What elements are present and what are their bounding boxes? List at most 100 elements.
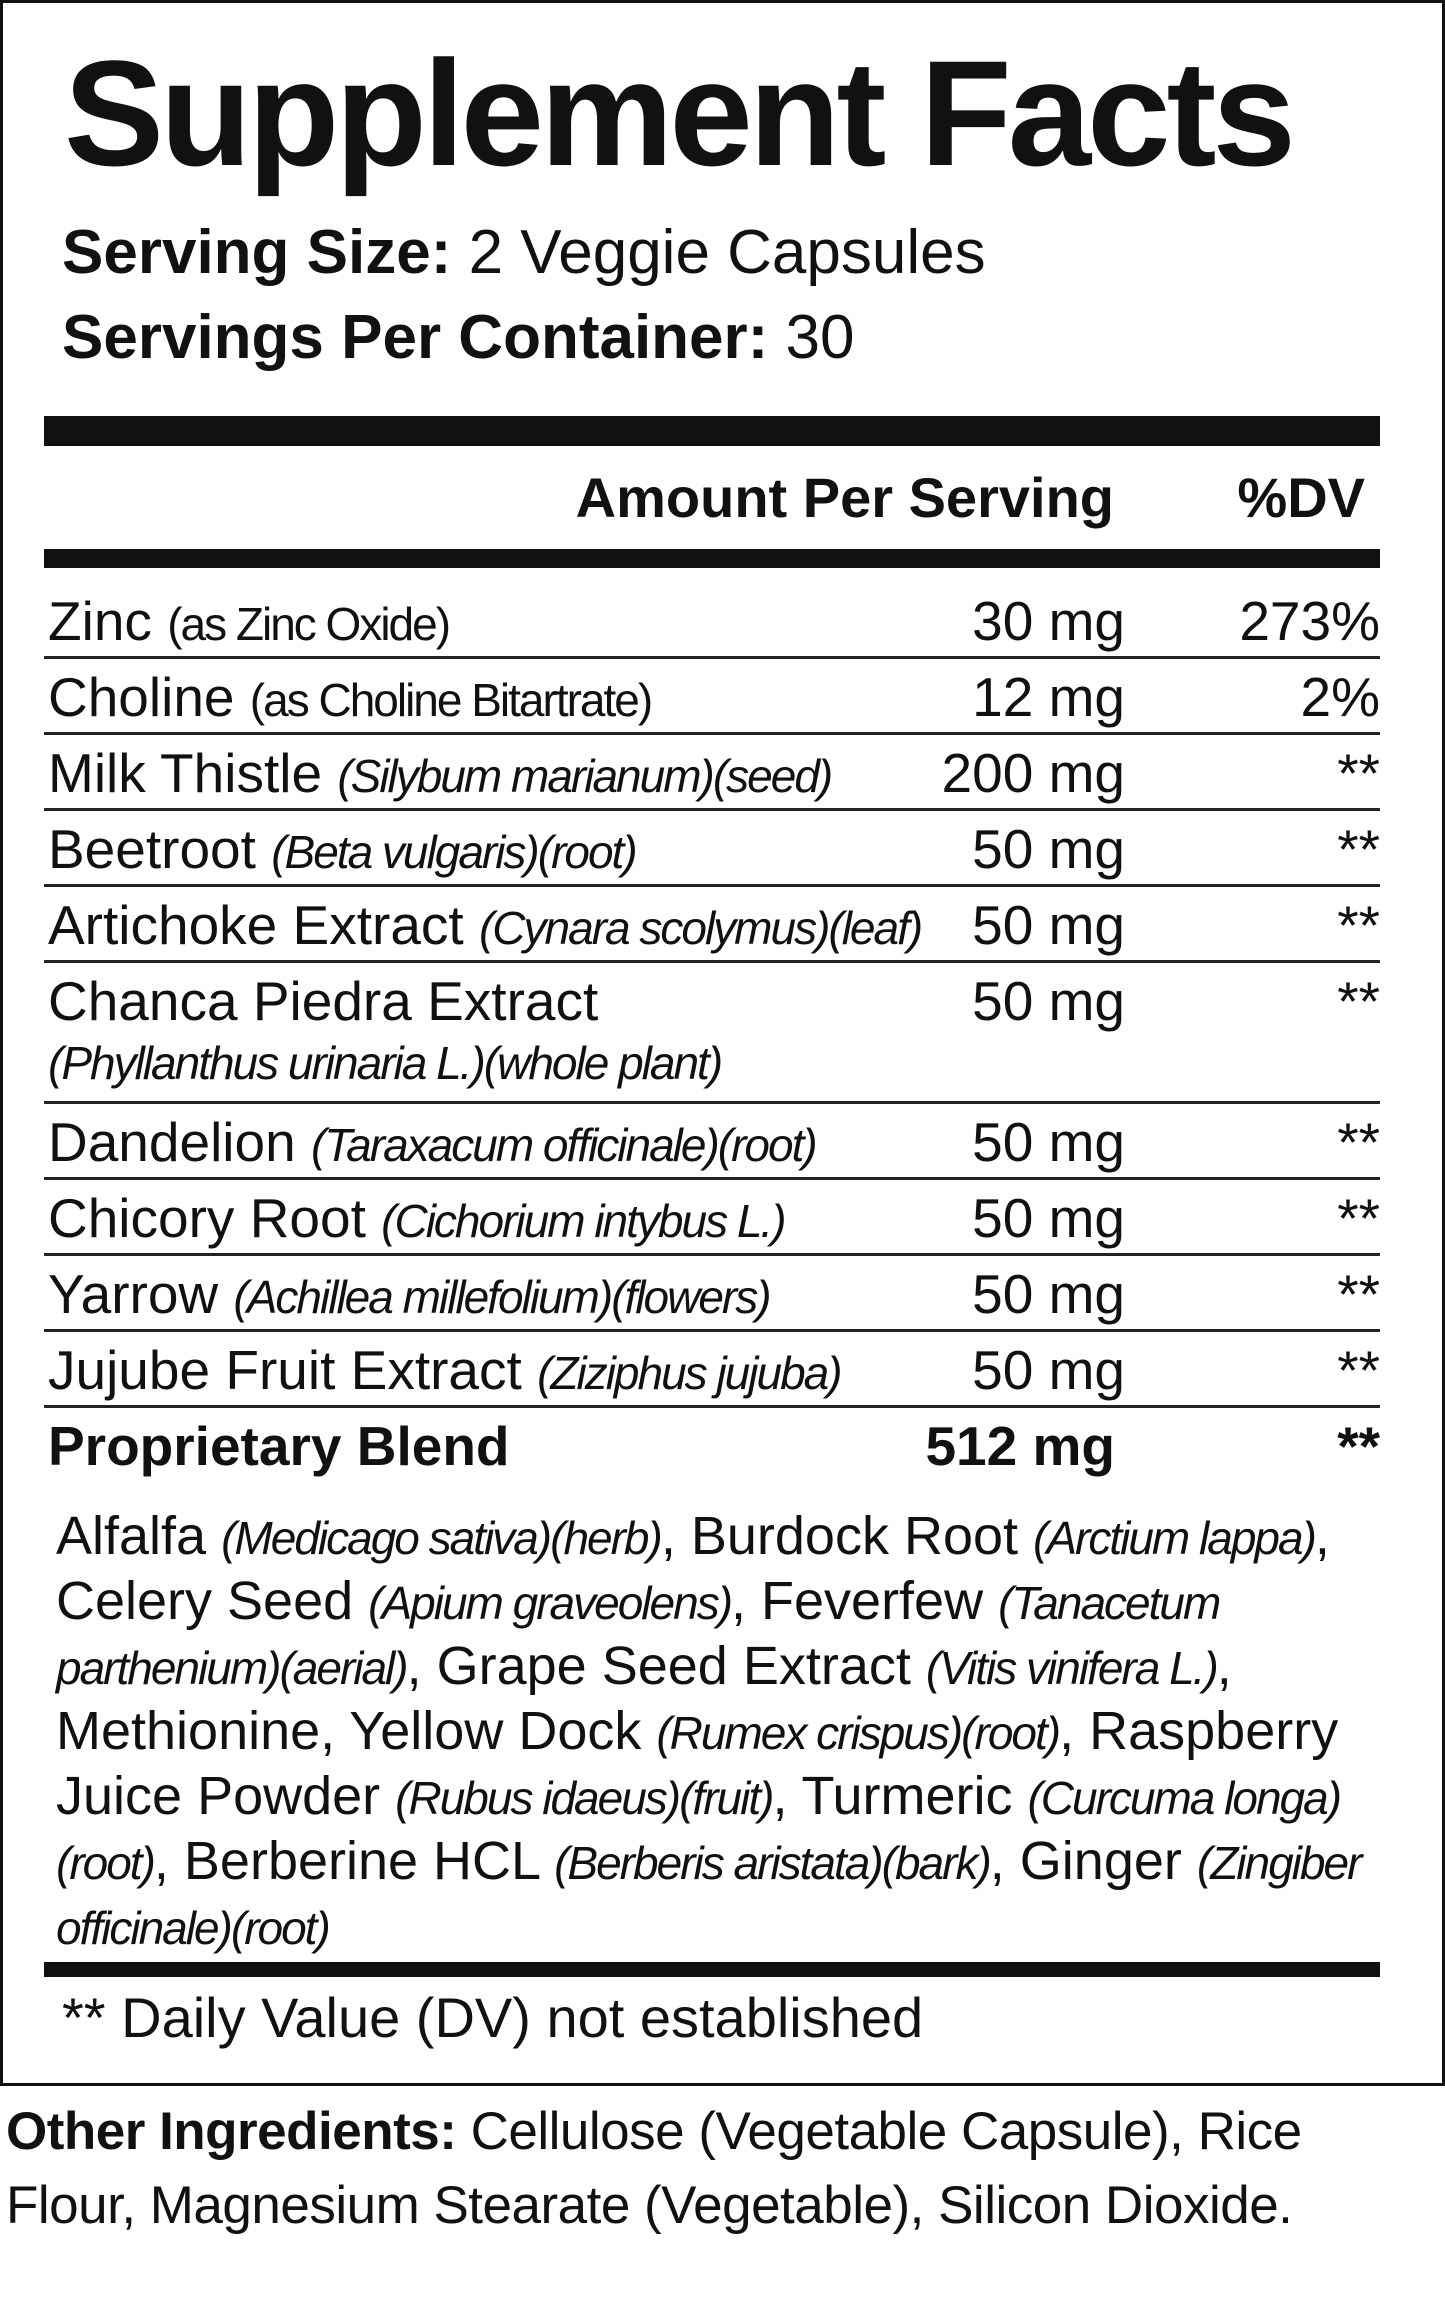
ingredient: Artichoke Extract (Cynara scolymus)(leaf… xyxy=(48,898,923,954)
ingredient-source: (Vitis vinifera L.) xyxy=(925,1642,1219,1694)
medium-rule xyxy=(44,549,1380,568)
ingredient-name: Yarrow xyxy=(48,1262,219,1325)
ingredient-name: Artichoke Extract xyxy=(48,894,464,956)
ingredient-name: Chanca Piedra Extract xyxy=(48,970,599,1032)
ingredient: Chanca Piedra Extract xyxy=(48,974,598,1029)
amount: 50 mg xyxy=(972,894,1125,956)
ingredient: Jujube Fruit Extract (Ziziphus jujuba) xyxy=(48,1342,843,1399)
ingredient-row: Zinc (as Zinc Oxide) 30 mg 273% xyxy=(44,580,1380,659)
ingredient-row: Choline (as Choline Bitartrate) 12 mg 2% xyxy=(44,656,1380,735)
ingredient-name: Beetroot xyxy=(48,818,256,880)
ingredient-source: (Medicago sativa)(herb) xyxy=(221,1512,663,1564)
ingredient-name: , Raspberry Juice Powder xyxy=(56,1701,1339,1826)
ingredient: Chicory Root (Cichorium intybus L.) xyxy=(48,1190,787,1247)
amount: 50 mg xyxy=(972,818,1125,880)
ingredient-name: , Berberine HCL xyxy=(153,1831,555,1891)
footnote: ** Daily Value (DV) not established xyxy=(62,1986,924,2049)
ingredient-source: (Rubus idaeus)(fruit) xyxy=(395,1772,774,1824)
ingredient-name: , Grape Seed Extract xyxy=(406,1636,926,1696)
serving-size-label: Serving Size: xyxy=(62,218,452,287)
daily-value: ** xyxy=(1337,818,1380,880)
amount: 50 mg xyxy=(972,1262,1125,1325)
other-label: Other Ingredients: xyxy=(6,2102,457,2161)
servings-label: Servings Per Container: xyxy=(62,303,769,372)
ingredient-source: (Rumex crispus)(root) xyxy=(656,1707,1061,1759)
thick-rule xyxy=(44,416,1380,446)
amount: 50 mg xyxy=(972,1338,1125,1401)
other-ingredients: Other Ingredients: Cellulose (Vegetable … xyxy=(6,2095,1442,2243)
dv-header: %DV xyxy=(1237,466,1365,529)
amount: 50 mg xyxy=(972,1110,1125,1173)
ingredient-source: (Arctium lappa) xyxy=(1033,1512,1317,1564)
ingredient-source: (as Choline Bitartrate) xyxy=(249,674,653,726)
servings-value: 30 xyxy=(785,303,855,372)
ingredient-source: (Berberis aristata)(bark) xyxy=(554,1837,992,1889)
ingredient-source: (Zingiber officinale)(root) xyxy=(56,1837,1362,1954)
blend-amount: 512 mg xyxy=(925,1414,1115,1477)
ingredient-source: (Apium graveolens) xyxy=(368,1577,733,1629)
ingredient-name: , Turmeric xyxy=(772,1766,1028,1826)
title: Supplement Facts xyxy=(64,29,1296,197)
blend-name: Proprietary Blend xyxy=(48,1414,510,1477)
daily-value: ** xyxy=(1337,1338,1380,1401)
label-border xyxy=(0,0,1445,2086)
daily-value: ** xyxy=(1337,1262,1380,1325)
ingredient-source: (Ziziphus jujuba) xyxy=(537,1346,842,1399)
ingredient-source: (Cichorium intybus L.) xyxy=(381,1194,786,1247)
ingredient-name: Jujube Fruit Extract xyxy=(48,1338,522,1401)
ingredient-name: , Celery Seed xyxy=(56,1506,1330,1631)
amount: 12 mg xyxy=(972,666,1125,728)
ingredient-row: Artichoke Extract (Cynara scolymus)(leaf… xyxy=(44,884,1380,963)
serving-size-value: 2 Veggie Capsules xyxy=(468,218,986,287)
ingredient-source: (Achillea millefolium)(flowers) xyxy=(233,1270,771,1323)
ingredient-name: , Burdock Root xyxy=(660,1506,1034,1566)
blend-row: Proprietary Blend 512 mg ** xyxy=(44,1405,1380,1481)
ingredient-name: Milk Thistle xyxy=(48,742,323,804)
amount: 200 mg xyxy=(941,742,1125,804)
servings-per-container: Servings Per Container: 30 xyxy=(62,307,855,369)
ingredient-row: Chanca Piedra Extract (Phyllanthus urina… xyxy=(44,960,1380,1104)
ingredient-source: (Cynara scolymus)(leaf) xyxy=(478,902,923,954)
ingredient-source: (as Zinc Oxide) xyxy=(167,598,451,650)
ingredient-row: Chicory Root (Cichorium intybus L.) 50 mg… xyxy=(44,1177,1380,1256)
daily-value: ** xyxy=(1337,970,1380,1032)
ingredient-row: Beetroot (Beta vulgaris)(root) 50 mg ** xyxy=(44,808,1380,887)
ingredient-source: (Tanacetum parthenium)(aerial) xyxy=(56,1577,1221,1694)
ingredient: Zinc (as Zinc Oxide) xyxy=(48,594,451,650)
ingredient-row: Yarrow (Achillea millefolium)(flowers) 50… xyxy=(44,1253,1380,1332)
serving-size: Serving Size: 2 Veggie Capsules xyxy=(62,222,986,284)
ingredient-source: (Phyllanthus urinaria L.)(whole plant) xyxy=(48,1037,723,1089)
daily-value: ** xyxy=(1337,894,1380,956)
amount: 50 mg xyxy=(972,1186,1125,1249)
other-text: Cellulose (Vegetable Capsule), Rice Flou… xyxy=(6,2102,1302,2235)
amount: 30 mg xyxy=(972,590,1125,652)
daily-value: ** xyxy=(1337,1110,1380,1173)
daily-value: ** xyxy=(1337,742,1380,804)
ingredient: Yarrow (Achillea millefolium)(flowers) xyxy=(48,1266,772,1323)
daily-value: 273% xyxy=(1239,590,1380,652)
daily-value: ** xyxy=(1337,1186,1380,1249)
ingredient-name: , Methionine, Yellow Dock xyxy=(56,1636,1232,1761)
amount: 50 mg xyxy=(972,970,1125,1032)
ingredient: Beetroot (Beta vulgaris)(root) xyxy=(48,822,638,878)
daily-value: 2% xyxy=(1300,666,1381,728)
blend-ingredients: Alfalfa (Medicago sativa)(herb), Burdock… xyxy=(56,1505,1366,1960)
ingredient-source: (Silybum marianum)(seed) xyxy=(337,750,833,802)
ingredient-name: , Feverfew xyxy=(731,1571,999,1631)
ingredient-source: (Taraxacum officinale)(root) xyxy=(310,1118,818,1171)
amount-header: Amount Per Serving xyxy=(575,466,1114,529)
ingredient: Dandelion (Taraxacum officinale)(root) xyxy=(48,1114,818,1171)
blend-dv: ** xyxy=(1337,1414,1380,1477)
ingredient-name: Alfalfa xyxy=(56,1506,222,1566)
ingredient-name: , Ginger xyxy=(989,1831,1197,1891)
ingredient-name: Chicory Root xyxy=(48,1186,366,1249)
ingredient-row: Dandelion (Taraxacum officinale)(root) 50… xyxy=(44,1101,1380,1180)
ingredient-name: Zinc xyxy=(48,590,152,652)
ingredient: Milk Thistle (Silybum marianum)(seed) xyxy=(48,746,833,802)
bottom-rule xyxy=(44,1962,1380,1977)
ingredient-source: (Beta vulgaris)(root) xyxy=(271,826,637,878)
ingredient: Choline (as Choline Bitartrate) xyxy=(48,670,653,726)
ingredient-row: Jujube Fruit Extract (Ziziphus jujuba) 50… xyxy=(44,1329,1380,1408)
ingredient-row: Milk Thistle (Silybum marianum)(seed) 200… xyxy=(44,732,1380,811)
